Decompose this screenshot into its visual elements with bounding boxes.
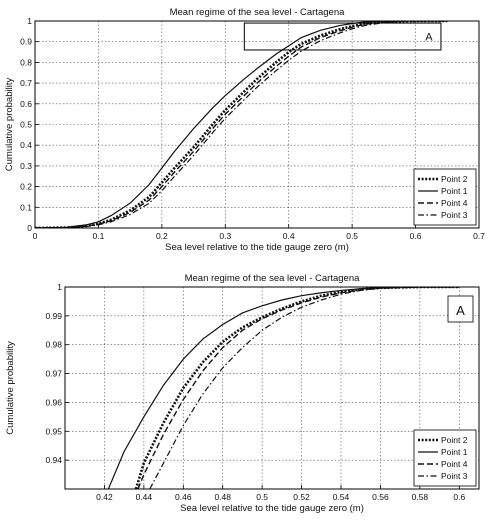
legend-label-point-2: Point 2 bbox=[441, 174, 468, 184]
series-group-1 bbox=[107, 287, 460, 489]
y-tick-label-1: 0.95 bbox=[45, 426, 62, 436]
legend-label-point-4: Point 4 bbox=[441, 459, 468, 469]
x-tick-label-1: 0.48 bbox=[214, 492, 231, 502]
legend-box-0 bbox=[413, 168, 477, 226]
legend-label-point-1: Point 1 bbox=[441, 447, 468, 457]
plot-area-1 bbox=[65, 287, 479, 489]
y-tick-label-0: 0.5 bbox=[20, 120, 32, 130]
y-tick-label-1: 0.99 bbox=[45, 311, 62, 321]
x-tick-label-0: 0.7 bbox=[473, 231, 485, 241]
y-tick-label-0: 0.3 bbox=[20, 161, 32, 171]
zoom-box-label: A bbox=[425, 32, 433, 44]
panel-label-box bbox=[447, 295, 474, 323]
y-tick-label-0: 0.8 bbox=[20, 57, 32, 67]
x-tick-label-1: 0.42 bbox=[96, 492, 113, 502]
x-tick-label-0: 0.3 bbox=[219, 231, 231, 241]
series-line-point-1 bbox=[35, 21, 448, 228]
legend-label-point-4: Point 4 bbox=[441, 198, 468, 208]
y-tick-label-0: 0.6 bbox=[20, 99, 32, 109]
y-tick-label-1: 0.96 bbox=[45, 397, 62, 407]
series-line-point-1 bbox=[107, 287, 460, 489]
x-tick-label-1: 0.6 bbox=[453, 492, 465, 502]
y-tick-label-0: 1 bbox=[27, 16, 32, 26]
chart-title-0: Mean regime of the sea level - Cartagena bbox=[170, 7, 346, 18]
x-tick-label-1: 0.5 bbox=[256, 492, 268, 502]
x-axis-label-0: Sea level relative to the tide gauge zer… bbox=[165, 242, 349, 253]
y-tick-label-1: 0.98 bbox=[45, 340, 62, 350]
legend-label-point-3: Point 3 bbox=[441, 210, 468, 220]
series-line-point-3 bbox=[149, 287, 460, 489]
y-tick-label-0: 0.7 bbox=[20, 78, 32, 88]
x-tick-label-0: 0.5 bbox=[346, 231, 358, 241]
series-line-point-4 bbox=[35, 21, 448, 228]
x-axis-label-1: Sea level relative to the tide gauge zer… bbox=[180, 503, 364, 514]
x-tick-label-1: 0.54 bbox=[333, 492, 350, 502]
series-line-point-3 bbox=[35, 21, 448, 228]
axes-frame-1 bbox=[64, 286, 480, 490]
panel-label: A bbox=[456, 303, 465, 318]
x-tick-label-0: 0 bbox=[33, 231, 38, 241]
x-tick-label-1: 0.44 bbox=[136, 492, 153, 502]
y-axis-label-0: Cumulative probability bbox=[4, 78, 15, 172]
y-tick-label-0: 0 bbox=[27, 223, 32, 233]
chart-title-1: Mean regime of the sea level - Cartagena bbox=[185, 273, 361, 284]
legend-label-point-2: Point 2 bbox=[441, 435, 468, 445]
y-tick-label-0: 0.2 bbox=[20, 182, 32, 192]
x-tick-label-0: 0.2 bbox=[156, 231, 168, 241]
x-tick-label-0: 0.4 bbox=[283, 231, 295, 241]
zoom-box bbox=[243, 22, 442, 51]
legend-label-point-3: Point 3 bbox=[441, 471, 468, 481]
y-tick-label-0: 0.4 bbox=[20, 140, 32, 150]
y-tick-label-0: 0.1 bbox=[20, 202, 32, 212]
axes-frame-0 bbox=[34, 20, 480, 229]
legend-box-1 bbox=[413, 429, 477, 487]
x-tick-label-1: 0.56 bbox=[372, 492, 389, 502]
x-tick-label-1: 0.46 bbox=[175, 492, 192, 502]
y-tick-label-1: 0.97 bbox=[45, 369, 62, 379]
y-tick-label-0: 0.9 bbox=[20, 37, 32, 47]
x-tick-label-0: 0.1 bbox=[93, 231, 105, 241]
y-tick-label-1: 1 bbox=[57, 282, 62, 292]
y-tick-label-1: 0.94 bbox=[45, 455, 62, 465]
x-tick-label-1: 0.52 bbox=[293, 492, 310, 502]
legend-label-point-1: Point 1 bbox=[441, 186, 468, 196]
x-tick-label-0: 0.6 bbox=[410, 231, 422, 241]
x-tick-label-1: 0.58 bbox=[412, 492, 429, 502]
y-axis-label-1: Cumulative probability bbox=[5, 341, 16, 435]
